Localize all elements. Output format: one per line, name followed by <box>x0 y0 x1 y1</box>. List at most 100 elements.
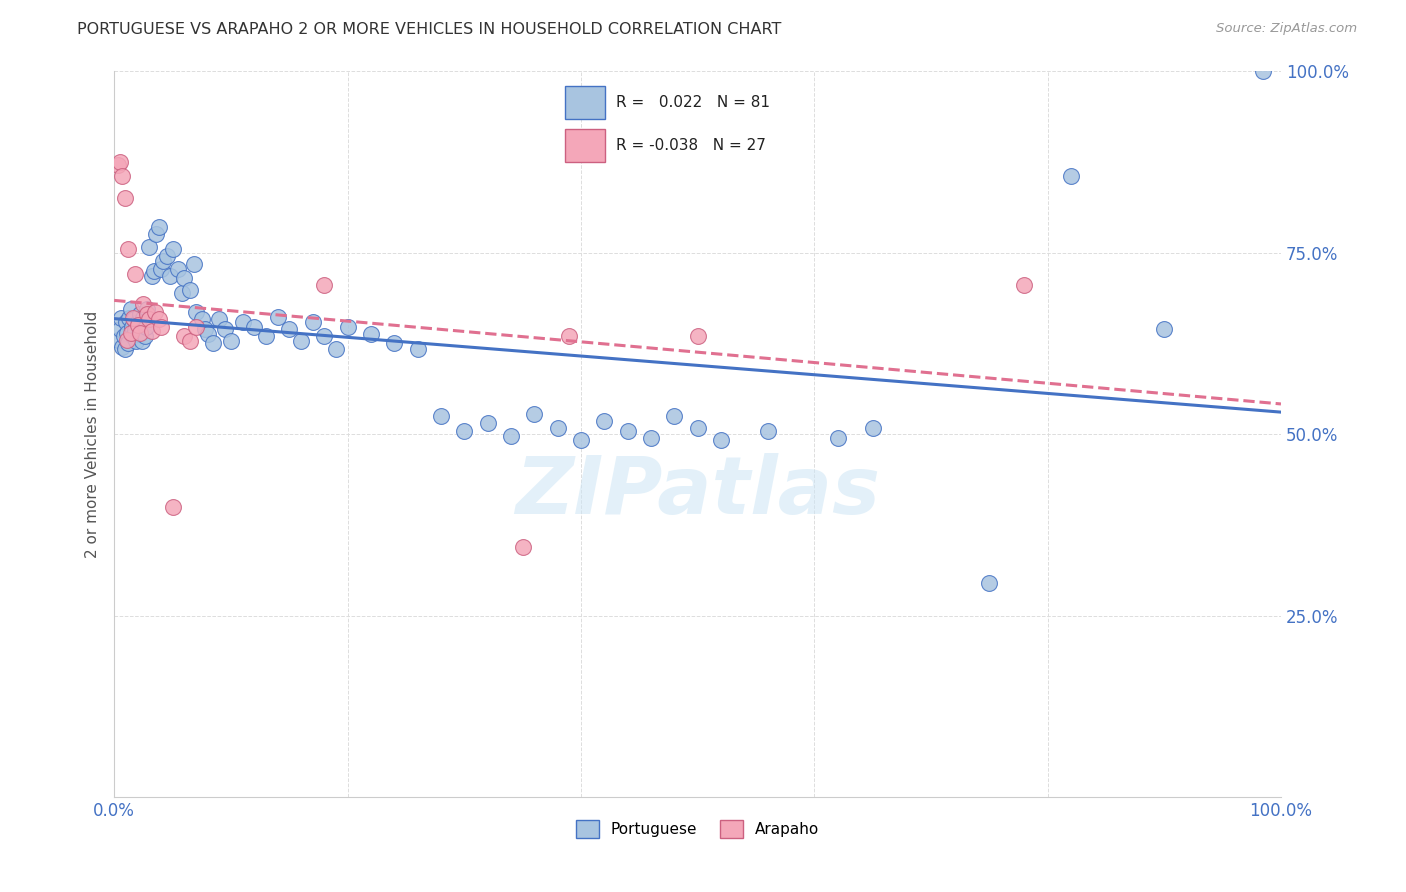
Point <box>124 268 146 282</box>
Point <box>325 342 347 356</box>
Point <box>184 319 207 334</box>
Point <box>827 431 849 445</box>
Point <box>179 284 201 298</box>
Point <box>756 424 779 438</box>
Point <box>173 329 195 343</box>
Point <box>159 268 181 283</box>
Point <box>290 334 312 349</box>
Point <box>314 329 336 343</box>
Point <box>336 319 359 334</box>
Point <box>122 312 145 326</box>
Point <box>125 334 148 349</box>
Point <box>499 428 522 442</box>
Point <box>143 305 166 319</box>
Point <box>107 159 129 173</box>
Point <box>640 431 662 445</box>
Point <box>430 409 453 423</box>
Point <box>132 311 155 326</box>
Point <box>115 326 138 340</box>
Y-axis label: 2 or more Vehicles in Household: 2 or more Vehicles in Household <box>86 310 100 558</box>
Point <box>254 329 277 343</box>
Point <box>118 311 141 326</box>
Legend: Portuguese, Arapaho: Portuguese, Arapaho <box>569 814 825 845</box>
Point <box>360 326 382 341</box>
Point <box>110 311 132 326</box>
Point <box>194 322 217 336</box>
Point <box>512 540 534 554</box>
Point <box>128 326 150 341</box>
Text: Source: ZipAtlas.com: Source: ZipAtlas.com <box>1216 22 1357 36</box>
Point <box>547 421 569 435</box>
Point <box>145 227 167 242</box>
Point <box>664 409 686 423</box>
Point <box>208 312 231 326</box>
Point <box>127 318 149 333</box>
Point <box>115 333 138 347</box>
Point <box>173 271 195 285</box>
Point <box>111 340 134 354</box>
Point <box>616 424 638 438</box>
Point <box>593 414 616 428</box>
Point <box>301 315 323 329</box>
Point <box>453 424 475 438</box>
Point <box>477 417 499 431</box>
Point <box>862 421 884 435</box>
Point <box>117 242 139 256</box>
Point <box>219 334 242 349</box>
Point <box>114 342 136 356</box>
Point <box>1153 322 1175 336</box>
Point <box>120 302 142 317</box>
Point <box>162 242 184 256</box>
Point <box>190 312 212 326</box>
Point <box>382 336 405 351</box>
Point <box>134 329 156 343</box>
Point <box>558 329 581 343</box>
Point <box>156 249 179 263</box>
Point <box>131 334 153 349</box>
Point <box>202 336 225 351</box>
Point <box>152 254 174 268</box>
Point <box>406 342 429 356</box>
Point <box>141 268 163 283</box>
Point <box>184 305 207 319</box>
Point <box>569 433 592 447</box>
Text: ZIPatlas: ZIPatlas <box>515 453 880 532</box>
Point <box>149 261 172 276</box>
Point <box>170 285 193 300</box>
Point <box>523 407 546 421</box>
Point <box>112 329 135 343</box>
Point <box>132 296 155 310</box>
Point <box>135 302 157 317</box>
Point <box>686 329 709 343</box>
Point <box>179 334 201 349</box>
Point <box>128 326 150 340</box>
Point <box>231 315 253 329</box>
Point <box>121 329 143 343</box>
Point <box>115 315 138 329</box>
Point <box>710 433 733 447</box>
Text: PORTUGUESE VS ARAPAHO 2 OR MORE VEHICLES IN HOUSEHOLD CORRELATION CHART: PORTUGUESE VS ARAPAHO 2 OR MORE VEHICLES… <box>77 22 782 37</box>
Point <box>167 261 190 276</box>
Point <box>135 307 157 321</box>
Point <box>278 322 301 336</box>
Point <box>120 326 142 340</box>
Point <box>162 500 184 514</box>
Point <box>121 319 143 334</box>
Point <box>127 315 149 329</box>
Point <box>243 319 266 334</box>
Point <box>117 336 139 351</box>
Point <box>214 322 236 336</box>
Point <box>1012 278 1035 293</box>
Point <box>149 319 172 334</box>
Point <box>108 154 131 169</box>
Point <box>142 264 165 278</box>
Point <box>197 326 219 341</box>
Point <box>107 333 129 347</box>
Point <box>148 220 170 235</box>
Point <box>979 576 1001 591</box>
Point <box>111 169 134 184</box>
Point <box>138 240 160 254</box>
Point <box>314 278 336 293</box>
Point <box>148 312 170 326</box>
Point <box>121 311 143 326</box>
